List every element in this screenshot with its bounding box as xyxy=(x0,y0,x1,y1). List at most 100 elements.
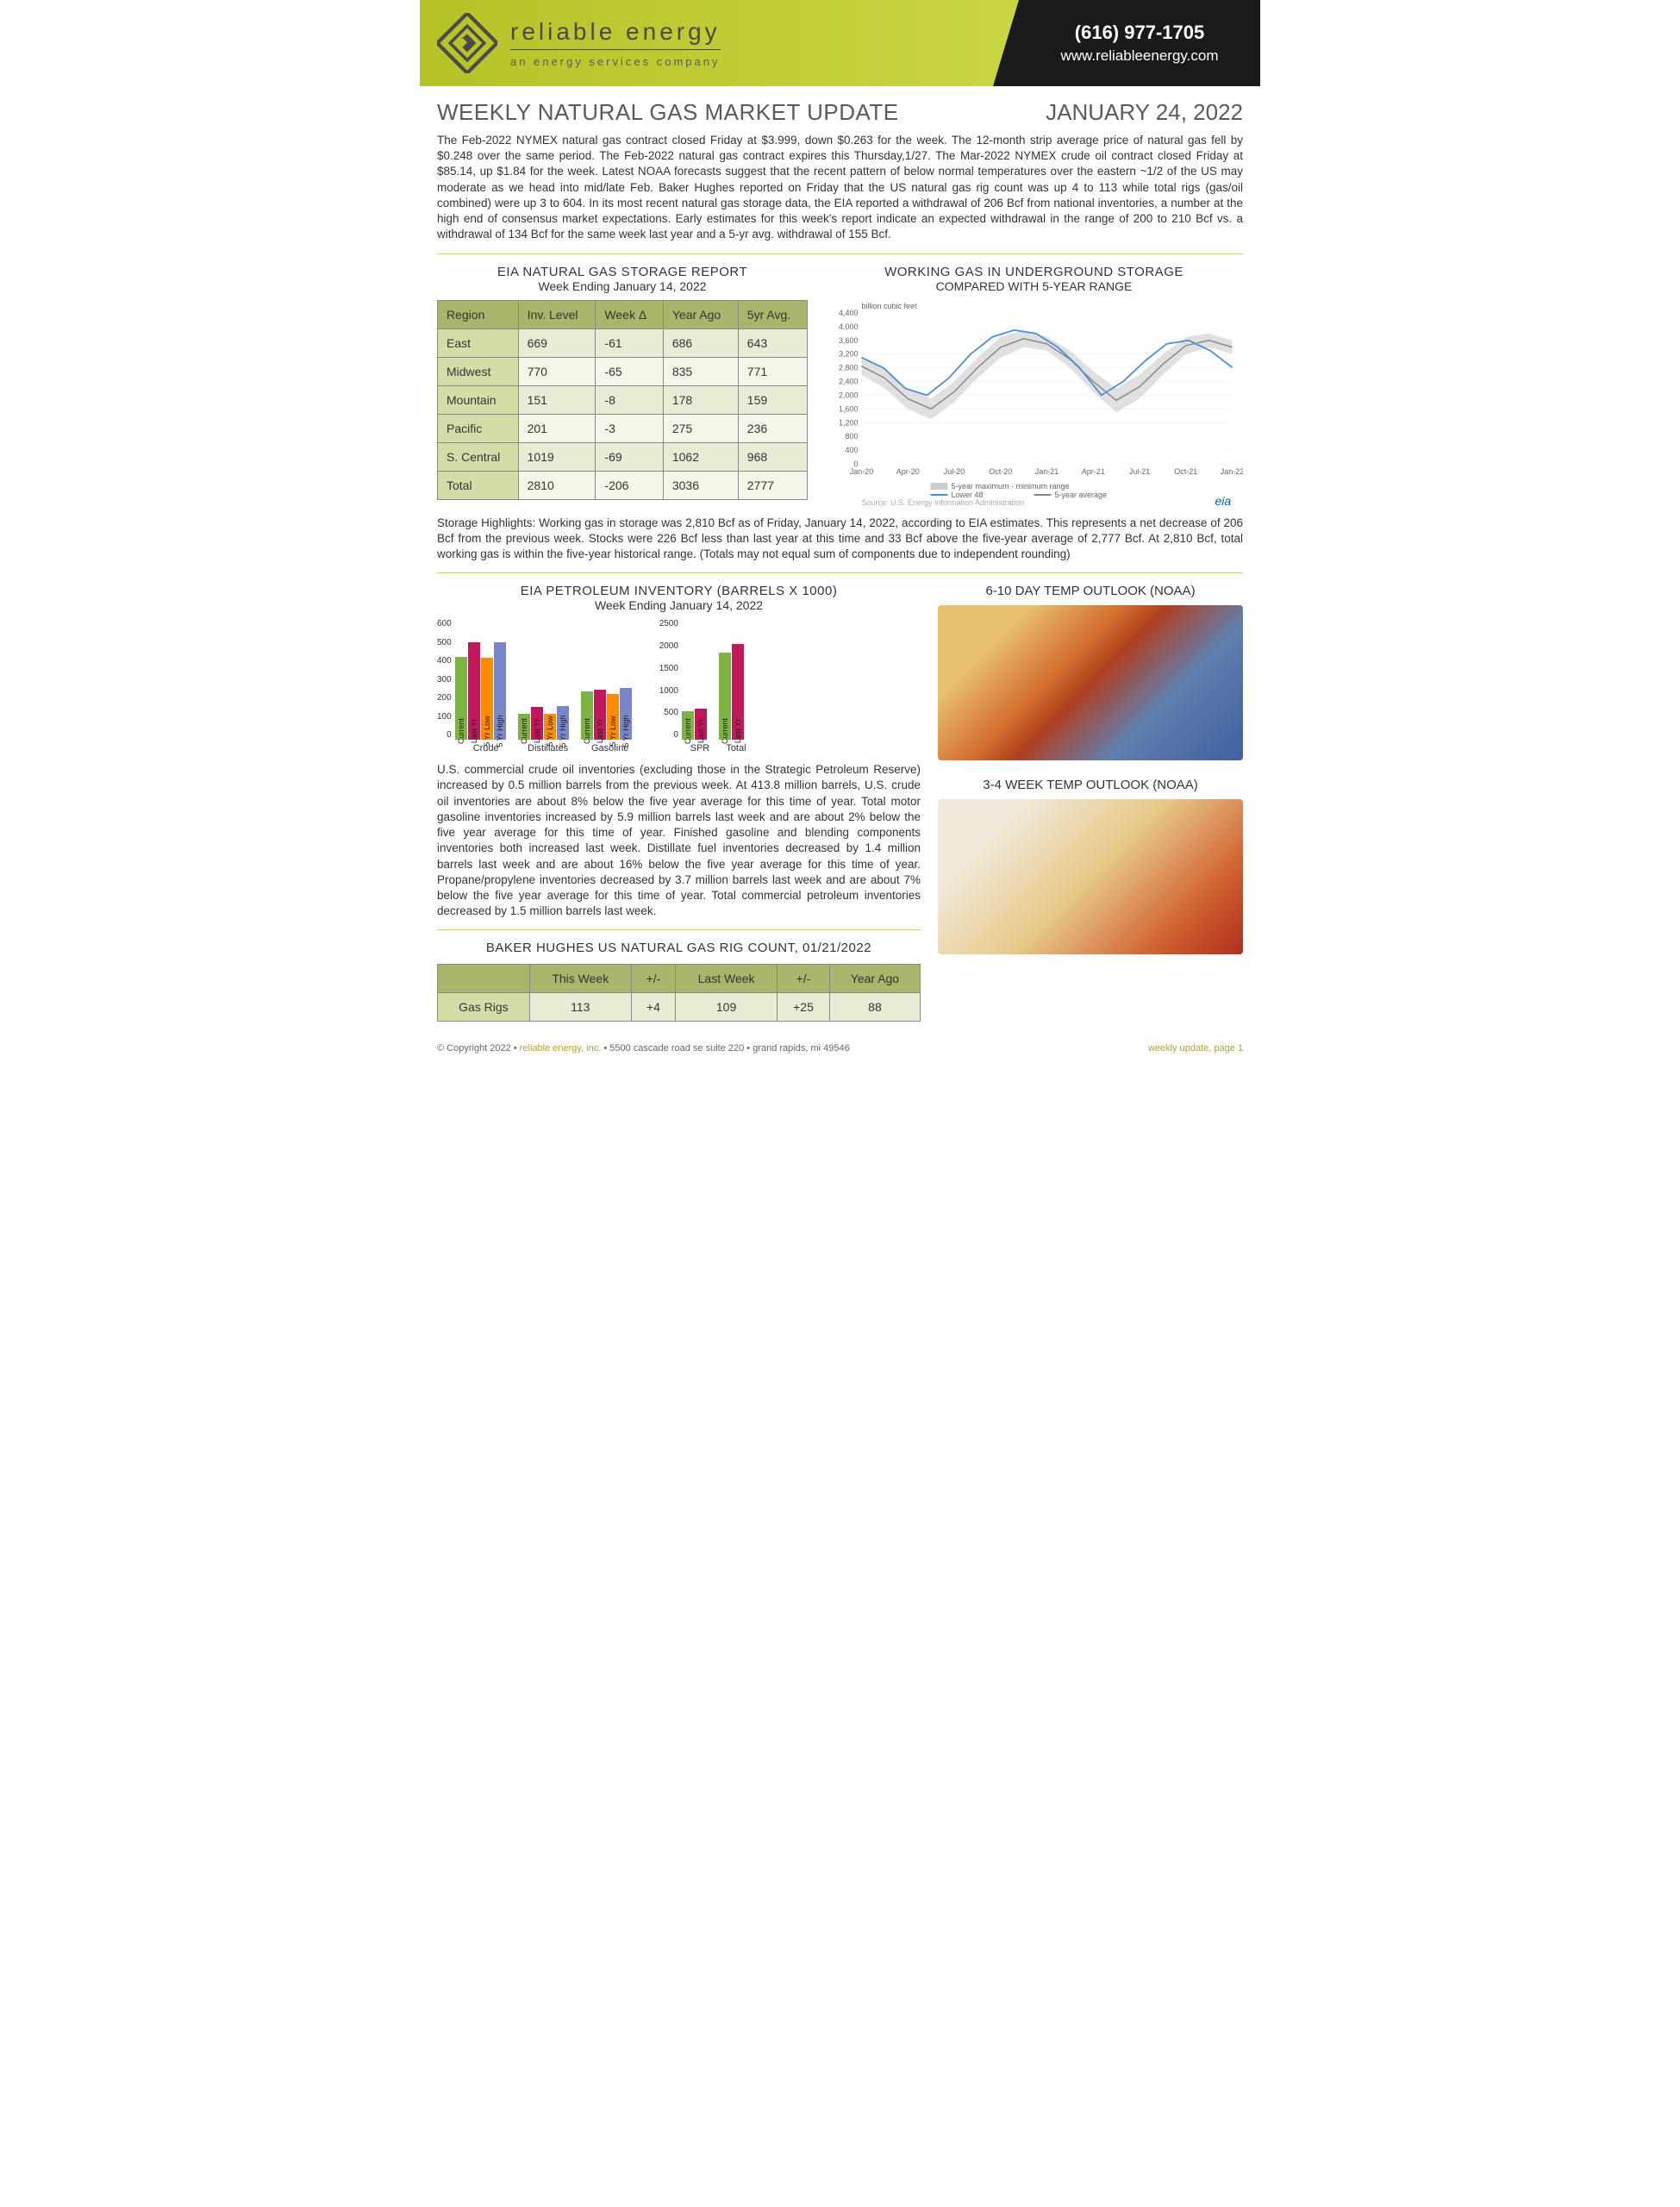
storage-highlights-text: Storage Highlights: Working gas in stora… xyxy=(437,516,1243,563)
storage-chart-subtitle: COMPARED WITH 5-YEAR RANGE xyxy=(825,279,1243,293)
svg-text:4,400: 4,400 xyxy=(839,309,859,317)
svg-text:Oct-21: Oct-21 xyxy=(1174,467,1197,476)
svg-text:Jul-20: Jul-20 xyxy=(944,467,965,476)
table-cell: -69 xyxy=(596,442,663,471)
svg-text:2,800: 2,800 xyxy=(839,363,859,372)
temp-outlook-map-1 xyxy=(938,605,1243,760)
svg-text:Oct-20: Oct-20 xyxy=(989,467,1012,476)
table-cell: -206 xyxy=(596,471,663,499)
table-cell: -61 xyxy=(596,328,663,357)
svg-text:1,600: 1,600 xyxy=(839,404,859,413)
table-header xyxy=(438,965,530,993)
svg-text:Apr-21: Apr-21 xyxy=(1082,467,1105,476)
table-header: Region xyxy=(438,300,519,328)
website-url: www.reliableenergy.com xyxy=(1061,47,1219,65)
table-cell: +25 xyxy=(778,993,830,1022)
table-cell: +4 xyxy=(631,993,675,1022)
svg-text:Jan-21: Jan-21 xyxy=(1035,467,1059,476)
table-cell: Pacific xyxy=(438,414,519,442)
table-header: Week Δ xyxy=(596,300,663,328)
table-cell: 88 xyxy=(829,993,920,1022)
svg-text:Source: U.S. Energy Informatio: Source: U.S. Energy Information Administ… xyxy=(862,498,1025,507)
table-header: Last Week xyxy=(676,965,778,993)
footer-address: 5500 cascade road se suite 220 • grand r… xyxy=(609,1043,849,1053)
svg-text:5-year maximum - minimum range: 5-year maximum - minimum range xyxy=(952,482,1070,491)
svg-text:Jan-22: Jan-22 xyxy=(1221,467,1243,476)
temp-outlook-map-2 xyxy=(938,799,1243,954)
svg-text:400: 400 xyxy=(845,446,858,454)
table-cell: 835 xyxy=(663,357,738,385)
table-cell: 275 xyxy=(663,414,738,442)
svg-text:eia: eia xyxy=(1215,494,1232,507)
page-number: weekly update, page 1 xyxy=(1148,1043,1243,1053)
petroleum-bar-charts: 6005004003002001000 CurrentLast Yr5 Yr L… xyxy=(437,619,921,753)
storage-chart-title: WORKING GAS IN UNDERGROUND STORAGE xyxy=(825,265,1243,279)
phone-number: (616) 977-1705 xyxy=(1075,22,1204,44)
svg-text:2,000: 2,000 xyxy=(839,391,859,399)
table-cell: 109 xyxy=(676,993,778,1022)
table-cell: 201 xyxy=(518,414,596,442)
table-cell: -8 xyxy=(596,385,663,414)
divider xyxy=(437,253,1243,254)
storage-line-chart: 04008001,2001,6002,0002,4002,8003,2003,6… xyxy=(825,300,1243,507)
page-footer: © Copyright 2022 • reliable energy, inc.… xyxy=(420,1035,1260,1062)
storage-table-subtitle: Week Ending January 14, 2022 xyxy=(437,279,808,293)
svg-text:billion cubic feet: billion cubic feet xyxy=(862,302,918,310)
storage-table-title: EIA NATURAL GAS STORAGE REPORT xyxy=(437,265,808,279)
divider xyxy=(437,572,1243,573)
report-title: WEEKLY NATURAL GAS MARKET UPDATE xyxy=(437,99,899,126)
storage-table: RegionInv. LevelWeek ΔYear Ago5yr Avg. E… xyxy=(437,300,808,500)
table-header: 5yr Avg. xyxy=(738,300,807,328)
table-cell: 113 xyxy=(529,993,631,1022)
table-header: Inv. Level xyxy=(518,300,596,328)
copyright: © Copyright 2022 xyxy=(437,1043,511,1053)
table-cell: Total xyxy=(438,471,519,499)
divider xyxy=(437,929,921,930)
table-cell: -3 xyxy=(596,414,663,442)
table-cell: 178 xyxy=(663,385,738,414)
header-brand-area: reliable energy an energy services compa… xyxy=(420,0,1019,86)
rig-table-title: BAKER HUGHES US NATURAL GAS RIG COUNT, 0… xyxy=(437,941,921,955)
svg-text:3,200: 3,200 xyxy=(839,349,859,358)
temp-outlook-2-title: 3-4 WEEK TEMP OUTLOOK (NOAA) xyxy=(938,778,1243,792)
report-date: JANUARY 24, 2022 xyxy=(1046,99,1243,126)
table-cell: 2777 xyxy=(738,471,807,499)
svg-text:800: 800 xyxy=(845,432,858,441)
svg-text:3,600: 3,600 xyxy=(839,335,859,344)
temp-outlook-1-title: 6-10 DAY TEMP OUTLOOK (NOAA) xyxy=(938,584,1243,598)
footer-company: reliable energy, inc. xyxy=(520,1043,602,1053)
table-cell: 643 xyxy=(738,328,807,357)
company-logo xyxy=(437,13,497,73)
svg-text:1,200: 1,200 xyxy=(839,418,859,427)
page-header: reliable energy an energy services compa… xyxy=(420,0,1260,86)
table-header: Year Ago xyxy=(663,300,738,328)
logo-text-block: reliable energy an energy services compa… xyxy=(510,18,721,68)
rig-count-table: This Week+/-Last Week+/-Year Ago Gas Rig… xyxy=(437,964,921,1022)
svg-text:Jul-21: Jul-21 xyxy=(1129,467,1151,476)
table-cell: 2810 xyxy=(518,471,596,499)
table-header: Year Ago xyxy=(829,965,920,993)
petroleum-text: U.S. commercial crude oil inventories (e… xyxy=(437,762,921,919)
table-cell: 669 xyxy=(518,328,596,357)
table-cell: S. Central xyxy=(438,442,519,471)
svg-text:2,400: 2,400 xyxy=(839,377,859,385)
table-cell: Midwest xyxy=(438,357,519,385)
table-cell: 151 xyxy=(518,385,596,414)
company-name: reliable energy xyxy=(510,18,721,50)
table-cell: 770 xyxy=(518,357,596,385)
table-cell: 3036 xyxy=(663,471,738,499)
table-cell: 968 xyxy=(738,442,807,471)
table-cell: 236 xyxy=(738,414,807,442)
table-cell: Mountain xyxy=(438,385,519,414)
petroleum-subtitle: Week Ending January 14, 2022 xyxy=(437,598,921,612)
title-row: WEEKLY NATURAL GAS MARKET UPDATE JANUARY… xyxy=(437,99,1243,126)
svg-text:Apr-20: Apr-20 xyxy=(896,467,920,476)
table-header: +/- xyxy=(778,965,830,993)
table-cell: East xyxy=(438,328,519,357)
petroleum-title: EIA PETROLEUM INVENTORY (BARRELS X 1000) xyxy=(437,584,921,598)
table-cell: 686 xyxy=(663,328,738,357)
table-cell: Gas Rigs xyxy=(438,993,530,1022)
table-cell: 771 xyxy=(738,357,807,385)
table-header: This Week xyxy=(529,965,631,993)
company-tagline: an energy services company xyxy=(510,55,721,68)
